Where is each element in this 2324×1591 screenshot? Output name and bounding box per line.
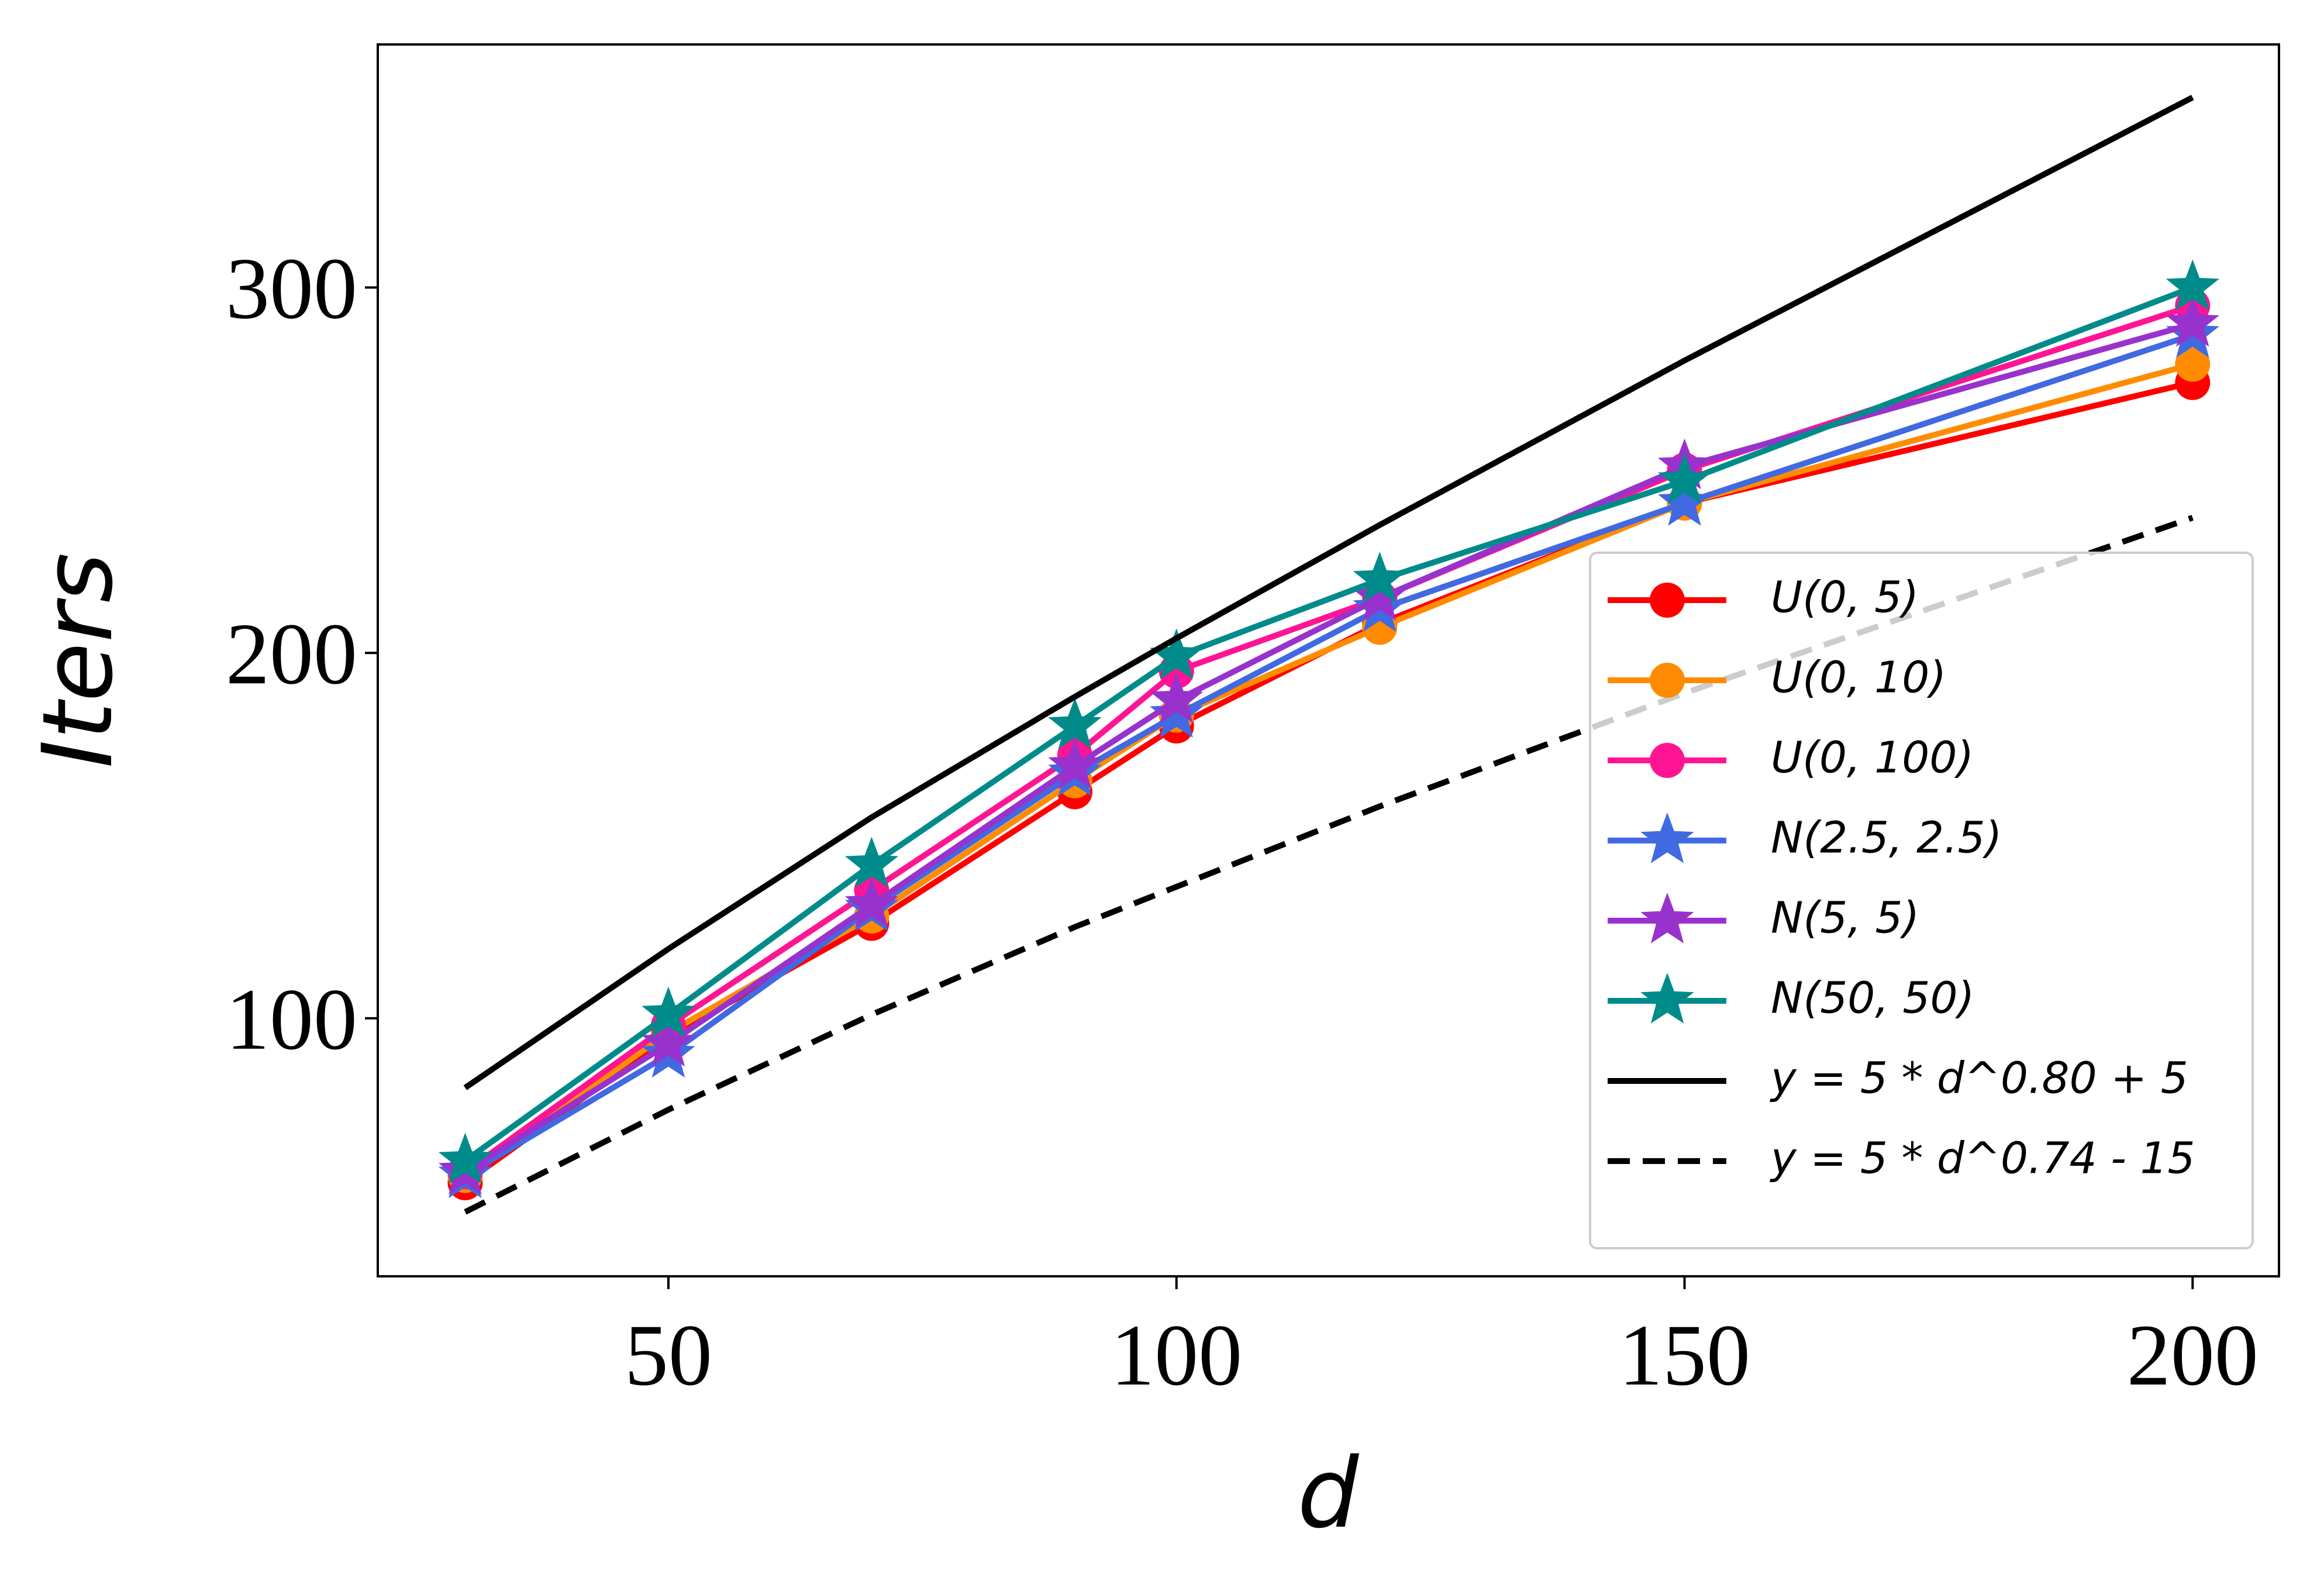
- point: [1640, 812, 1694, 863]
- point: [1657, 475, 1712, 526]
- x-axis-label: d: [1298, 1437, 1360, 1549]
- point: [642, 1015, 695, 1067]
- point: [1640, 973, 1694, 1024]
- legend-box: [1589, 552, 2254, 1249]
- y-tick-label: 200: [226, 605, 357, 702]
- legend-label: U(0, 100): [1771, 733, 1974, 783]
- point: [1048, 698, 1102, 749]
- legend-label: N(50, 50): [1771, 973, 1974, 1024]
- point: [1650, 583, 1685, 618]
- point: [2175, 346, 2211, 382]
- point: [1353, 552, 1406, 603]
- x-tick-label: 50: [625, 1307, 712, 1404]
- legend-label: N(2.5, 2.5): [1771, 813, 2002, 863]
- point: [2166, 295, 2219, 347]
- series-line: [463, 321, 2194, 1175]
- point: [1150, 687, 1204, 738]
- point: [642, 986, 695, 1038]
- x-tick-label: 100: [1111, 1307, 1242, 1404]
- series-line: [463, 95, 2194, 1090]
- point: [1640, 893, 1694, 943]
- point: [844, 877, 899, 928]
- y-tick-label: 300: [226, 240, 357, 337]
- legend-label: y = 5 * d^0.74 - 15: [1770, 1134, 2195, 1184]
- legend: U(0, 5) U(0, 10) U(0, 100) N(2.5, 2.5) N(5, …: [1589, 552, 2254, 1249]
- x-tick-label: 150: [1619, 1307, 1750, 1404]
- plot-frame: [377, 43, 2280, 1277]
- point: [844, 836, 899, 888]
- point: [1650, 663, 1685, 698]
- legend-label: U(0, 5): [1771, 573, 1919, 623]
- point: [438, 1132, 492, 1184]
- point: [1150, 628, 1204, 680]
- point: [1353, 570, 1406, 621]
- point: [1150, 672, 1204, 724]
- legend-label: U(0, 10): [1771, 653, 1946, 703]
- series-line: [463, 284, 2194, 1163]
- legend-label: y = 5 * d^0.80 + 5: [1770, 1053, 2188, 1104]
- legend-label: N(5, 5): [1771, 893, 1919, 943]
- point: [1657, 453, 1712, 504]
- point: [2166, 259, 2219, 311]
- y-tick-label: 100: [226, 971, 357, 1068]
- point: [1048, 738, 1102, 789]
- y-axis-label: Iters: [22, 553, 134, 769]
- point: [1650, 743, 1685, 778]
- x-tick-label: 200: [2127, 1307, 2259, 1404]
- series-line: [463, 332, 2194, 1178]
